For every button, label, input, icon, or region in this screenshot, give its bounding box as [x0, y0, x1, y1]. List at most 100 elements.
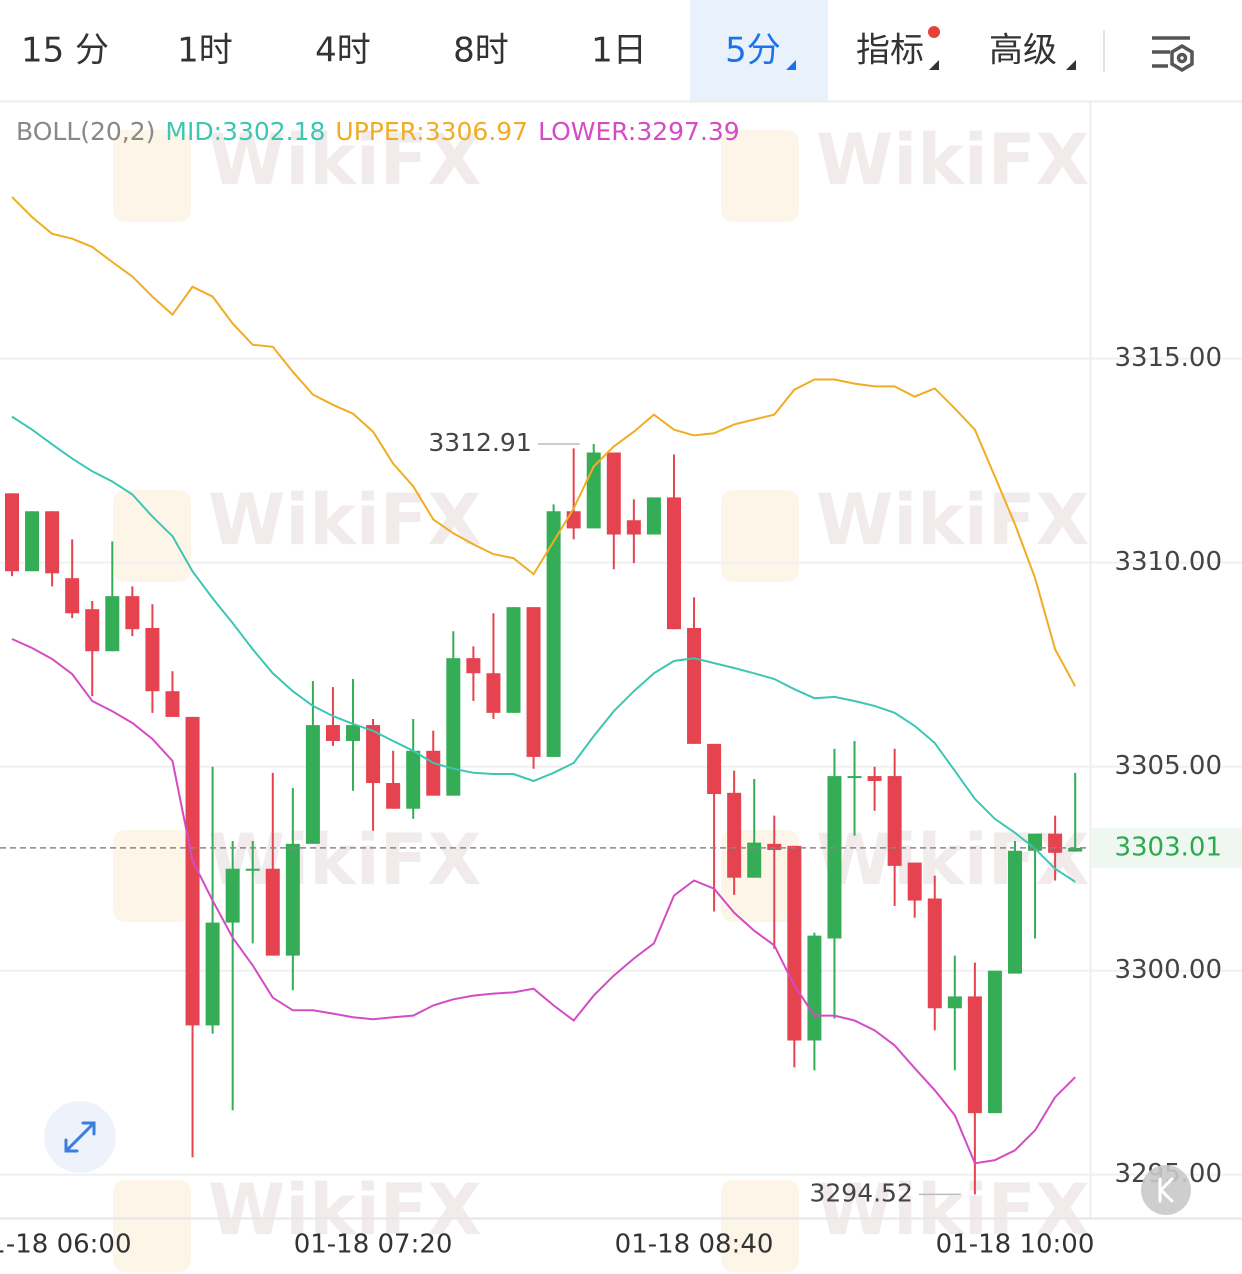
watermark-logo	[113, 830, 191, 922]
watermark-logo	[113, 1180, 191, 1272]
tab-label[interactable]: 5分	[725, 31, 781, 71]
candle-body	[1048, 833, 1063, 853]
candle-body	[65, 578, 80, 614]
candle-body	[1008, 850, 1022, 974]
watermark-logo	[721, 130, 799, 222]
candle-body	[406, 750, 421, 809]
watermark-text: WikiFX	[208, 479, 482, 561]
candle-body	[125, 596, 140, 630]
dropdown-caret	[786, 60, 796, 70]
candle-body	[847, 776, 862, 779]
candle-body	[225, 868, 240, 923]
watermark-text: WikiFX	[816, 819, 1090, 901]
candle-body	[446, 658, 461, 796]
candle-body	[967, 996, 982, 1114]
tab-label[interactable]: 高级	[989, 31, 1057, 71]
candle-body	[867, 776, 882, 781]
candle-body	[506, 607, 521, 713]
x-tick-label: 01-18 07:20	[294, 1230, 453, 1260]
watermark-text: WikiFX	[208, 119, 482, 201]
watermark-logo	[721, 1180, 799, 1272]
boll-line	[11, 196, 1077, 687]
y-tick-label: 3300.00	[1114, 955, 1222, 985]
candle-body	[45, 511, 60, 574]
candle-body	[606, 452, 621, 535]
candle-body	[386, 783, 401, 809]
candle-body	[767, 843, 782, 850]
candle-body	[526, 607, 541, 757]
annotation-label: 3312.91	[428, 428, 531, 457]
tab-label[interactable]: 1时	[177, 31, 233, 71]
x-tick-label: 01-18 08:40	[615, 1230, 774, 1260]
candle-body	[305, 725, 320, 844]
candle-body	[1068, 847, 1083, 852]
dropdown-caret	[1066, 60, 1076, 70]
settings-icon[interactable]	[1152, 36, 1194, 73]
watermark-logo	[113, 130, 191, 222]
candle-body	[466, 658, 481, 674]
candle-body	[265, 868, 280, 956]
tab-label[interactable]: 1日	[591, 31, 647, 71]
dropdown-caret	[929, 60, 939, 70]
candle-body	[666, 497, 681, 630]
x-tick-label: 01-18 10:00	[936, 1230, 1095, 1260]
candle-body	[887, 776, 902, 866]
last-price-bg	[1092, 827, 1242, 868]
tab-label[interactable]: 指标	[856, 31, 924, 71]
candle-body	[646, 497, 661, 535]
boll-line	[11, 415, 1076, 883]
candle-body	[245, 868, 260, 871]
candle-body	[586, 452, 601, 529]
candle-body	[927, 898, 942, 1009]
candle-body	[25, 511, 40, 572]
plot: 3295.003300.003305.003310.003315.0001-18…	[0, 117, 1242, 1260]
last-price-label: 3303.01	[1114, 832, 1222, 862]
legend-entry: BOLL(20,2)	[16, 117, 155, 146]
watermark-text: WikiFX	[208, 1169, 482, 1251]
watermark-text: WikiFX	[816, 119, 1090, 201]
watermark-text: WikiFX	[208, 819, 482, 901]
candle-body	[827, 776, 842, 939]
candle-body	[987, 970, 1002, 1114]
candle-body	[687, 627, 702, 744]
candle-body	[907, 862, 922, 901]
candle-body	[626, 520, 641, 535]
candle-body	[546, 511, 561, 757]
candle-body	[85, 609, 100, 652]
candle-body	[366, 725, 381, 784]
y-tick-label: 3310.00	[1114, 547, 1222, 577]
candle-body	[747, 842, 762, 878]
candle-body	[205, 922, 220, 1026]
candle-body	[325, 725, 340, 741]
legend-entry: MID:3302.18	[165, 117, 325, 146]
candle-body	[486, 673, 501, 713]
watermark-logo	[721, 490, 799, 582]
tab-label[interactable]: 15 分	[21, 31, 109, 71]
tab-label[interactable]: 4时	[315, 31, 371, 71]
candle-body	[346, 725, 361, 741]
expand-button[interactable]	[44, 1101, 116, 1173]
candle-body	[947, 996, 962, 1009]
candle-body	[787, 845, 802, 1041]
tab-label[interactable]: 8时	[453, 31, 509, 71]
candle-body	[807, 935, 822, 1041]
candle-body	[145, 627, 160, 692]
candle-body	[426, 750, 441, 796]
notification-dot	[928, 26, 940, 38]
y-tick-label: 3305.00	[1114, 751, 1222, 781]
k-button[interactable]	[1141, 1165, 1191, 1215]
candle-body	[5, 493, 19, 572]
candle-body	[185, 716, 200, 1026]
boll-line	[11, 638, 1076, 1165]
candle-body	[105, 596, 120, 652]
y-tick-label: 3315.00	[1114, 343, 1222, 373]
legend-entry: LOWER:3297.39	[538, 117, 740, 146]
candle-body	[707, 743, 722, 795]
watermark-text: WikiFX	[816, 1169, 1090, 1251]
active-tab-bg	[690, 0, 828, 101]
candle-body	[566, 511, 581, 529]
x-tick-label: 01-18 06:00	[0, 1230, 131, 1260]
candle-body	[727, 792, 742, 878]
candle-body	[285, 843, 300, 956]
